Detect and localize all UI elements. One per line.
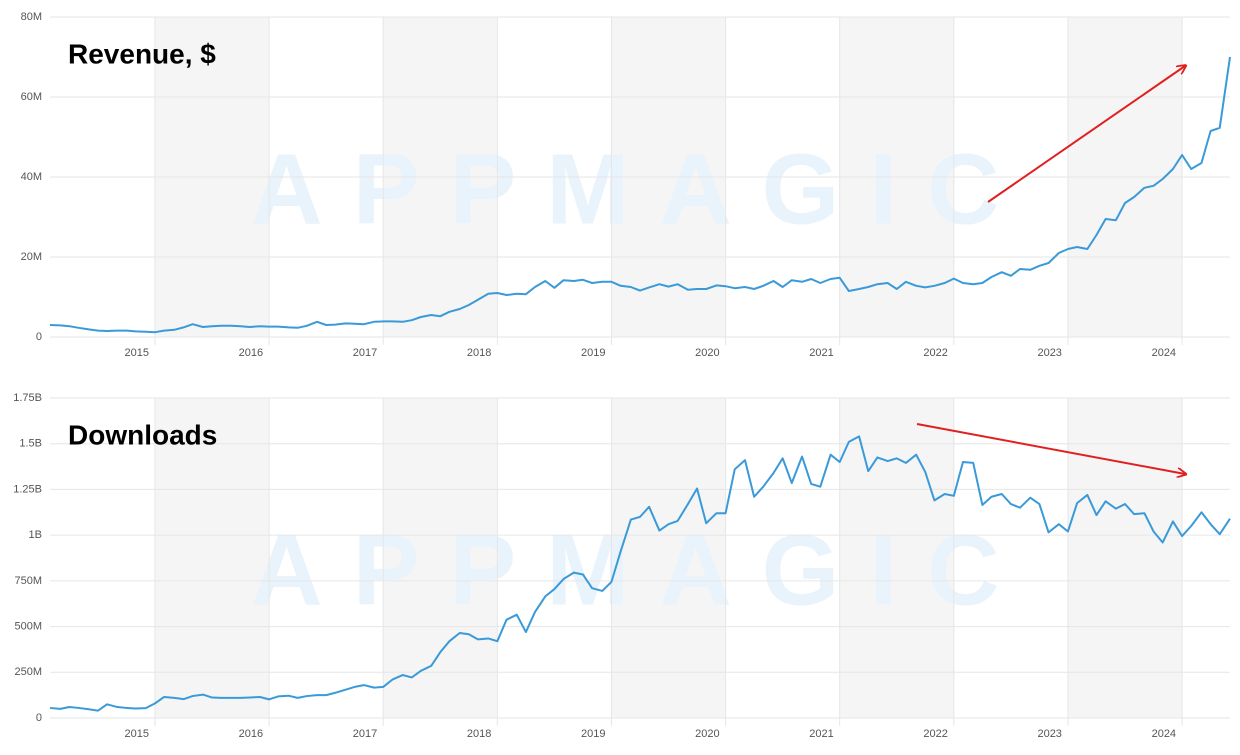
x-tick-label: 2022 (923, 728, 947, 740)
x-tick-label: 2024 (1152, 728, 1176, 740)
x-tick-label: 2024 (1152, 347, 1176, 359)
x-tick-label: 2022 (923, 347, 947, 359)
x-tick-label: 2020 (695, 728, 719, 740)
x-tick-label: 2017 (353, 347, 377, 359)
x-tick-label: 2021 (809, 728, 833, 740)
y-tick-label: 80M (21, 11, 42, 23)
y-tick-label: 40M (21, 171, 42, 183)
charts: APPMAGIC 0 20M 40M 60M 80M 2015 2016 2017 2018 201… (13, 11, 1231, 740)
year-band (611, 398, 726, 718)
data-line (49, 435, 1231, 712)
y-tick-label: 60M (21, 91, 42, 103)
x-tick-label: 2018 (467, 728, 491, 740)
year-band (1067, 398, 1183, 718)
x-tick-label: 2023 (1037, 347, 1061, 359)
y-tick-label: 1B (29, 529, 42, 541)
y-tick-label: 0 (36, 331, 42, 343)
data-line (49, 56, 1231, 334)
y-tick-label: 1.75B (13, 392, 42, 404)
x-tick-label: 2019 (581, 347, 605, 359)
year-band (839, 398, 954, 718)
x-tick-label: 2018 (467, 347, 491, 359)
trend-arrow (987, 66, 1185, 203)
y-tick-label: 1.25B (13, 483, 42, 495)
x-tick-label: 2016 (239, 728, 263, 740)
x-tick-label: 2016 (239, 347, 263, 359)
watermark: APPMAGIC (251, 514, 1030, 626)
x-tick-label: 2021 (809, 347, 833, 359)
chart-title: Revenue, $ (68, 38, 216, 69)
y-tick-label: 500M (14, 620, 42, 632)
x-tick-label: 2015 (125, 347, 149, 359)
y-tick-label: 250M (14, 666, 42, 678)
x-tick-label: 2020 (695, 347, 719, 359)
chart-title: Downloads (68, 419, 217, 450)
year-band (154, 398, 270, 718)
y-tick-label: 0 (36, 712, 42, 724)
x-tick-label: 2015 (125, 728, 149, 740)
watermark: APPMAGIC (251, 133, 1030, 245)
y-tick-label: 750M (14, 575, 42, 587)
y-tick-label: 20M (21, 251, 42, 263)
y-tick-label: 1.5B (19, 438, 42, 450)
x-tick-label: 2017 (353, 728, 377, 740)
x-tick-label: 2023 (1037, 728, 1061, 740)
year-band (383, 398, 498, 718)
x-tick-label: 2019 (581, 728, 605, 740)
trend-arrow (916, 423, 1185, 474)
